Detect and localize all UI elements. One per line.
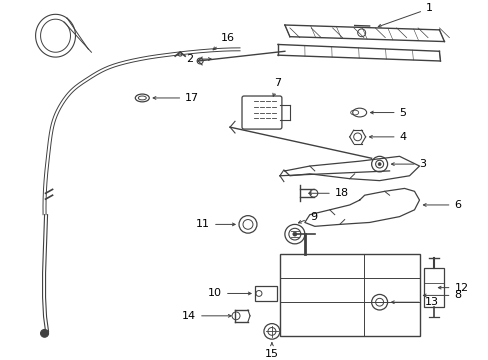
- Text: 7: 7: [272, 78, 281, 96]
- Text: 5: 5: [370, 108, 406, 118]
- Text: 2: 2: [185, 54, 211, 64]
- Circle shape: [197, 58, 203, 64]
- Text: 16: 16: [213, 33, 235, 50]
- Text: 10: 10: [207, 288, 251, 298]
- Text: 11: 11: [196, 219, 235, 229]
- Text: 3: 3: [391, 159, 426, 169]
- Text: 13: 13: [391, 297, 438, 307]
- Bar: [279, 253, 419, 336]
- Circle shape: [41, 329, 48, 337]
- Text: 4: 4: [369, 132, 406, 142]
- Text: 9: 9: [298, 212, 316, 223]
- Text: 12: 12: [437, 283, 468, 293]
- Circle shape: [292, 232, 296, 236]
- Bar: [254, 286, 276, 301]
- Text: 6: 6: [423, 200, 461, 210]
- Text: 15: 15: [264, 343, 278, 359]
- Text: 17: 17: [153, 93, 199, 103]
- Circle shape: [377, 163, 380, 166]
- Text: 8: 8: [423, 291, 461, 300]
- Text: 18: 18: [308, 188, 348, 198]
- Text: 1: 1: [378, 4, 432, 27]
- Bar: [424, 268, 444, 307]
- Text: 14: 14: [182, 311, 231, 321]
